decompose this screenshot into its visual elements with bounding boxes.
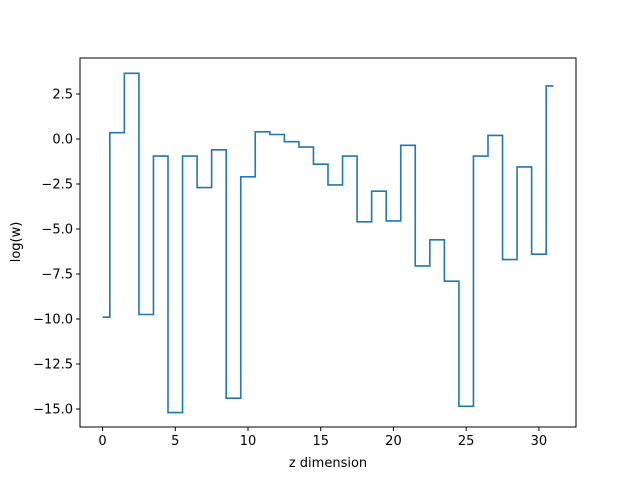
x-tick-label: 0 xyxy=(98,434,106,449)
x-tick-label: 20 xyxy=(385,434,402,449)
y-tick-label: −12.5 xyxy=(33,358,73,373)
plot-frame xyxy=(79,57,577,428)
y-tick-label: −15.0 xyxy=(33,403,73,418)
y-tick-label: 2.5 xyxy=(52,88,73,103)
y-tick-label: −2.5 xyxy=(41,178,73,193)
series-layer xyxy=(102,72,554,414)
x-axis-label: z dimension xyxy=(289,456,367,471)
y-tick-label: −10.0 xyxy=(33,313,73,328)
y-tick-label: 0.0 xyxy=(52,133,73,148)
y-tick-label: −7.5 xyxy=(41,268,73,283)
x-tick-label: 5 xyxy=(171,434,179,449)
x-tick-label: 15 xyxy=(312,434,329,449)
plot-area xyxy=(80,58,576,427)
y-tick-label: −5.0 xyxy=(41,223,73,238)
x-tick-label: 25 xyxy=(458,434,475,449)
x-tick-label: 30 xyxy=(531,434,548,449)
y-axis-ticks: −15.0 −12.5 −10.0 −7.5 −5.0 −2.5 0.0 2.5 xyxy=(33,88,80,418)
x-axis-ticks: 0 5 10 15 20 25 30 xyxy=(98,427,547,449)
x-tick-label: 10 xyxy=(240,434,257,449)
y-axis-label: log(w) xyxy=(9,222,24,263)
series-step-line xyxy=(102,72,554,414)
